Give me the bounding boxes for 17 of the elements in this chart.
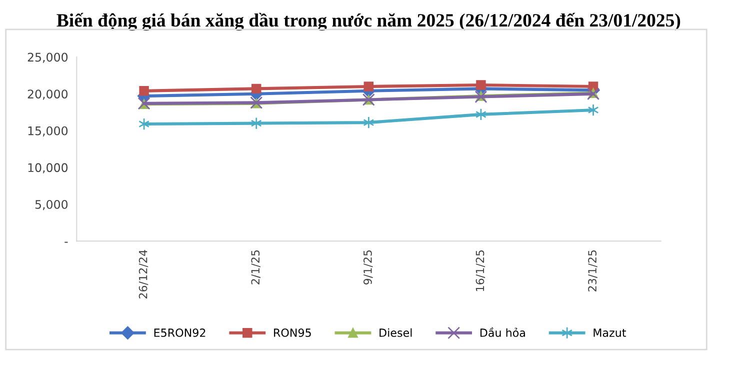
x-tick-label: 9/1/25 [363, 250, 373, 284]
legend-label: Diesel [380, 328, 412, 337]
chart-title: Biến động giá bán xăng dầu trong nước năm 2025 (26/12/2024 đến 23/01/2025) [56, 12, 680, 31]
legend-label: RON95 [274, 328, 311, 337]
legend-label: Dầu hỏa [480, 327, 525, 337]
y-tick-label: 15,000 [28, 126, 68, 136]
legend-label: Mazut [594, 328, 626, 337]
y-tick-label: 25,000 [28, 52, 68, 63]
x-tick-label: 23/1/25 [588, 250, 598, 292]
x-tick-label: 26/12/24 [138, 250, 148, 298]
x-tick-label: 2/1/25 [251, 250, 260, 284]
y-tick-label: 5,000 [35, 200, 68, 210]
y-tick-label: 20,000 [28, 90, 68, 100]
legend-label: E5RON92 [154, 328, 206, 337]
y-tick-label: - [64, 242, 68, 243]
y-tick-label: 10,000 [28, 163, 68, 174]
x-tick-label: 16/1/25 [476, 250, 486, 291]
